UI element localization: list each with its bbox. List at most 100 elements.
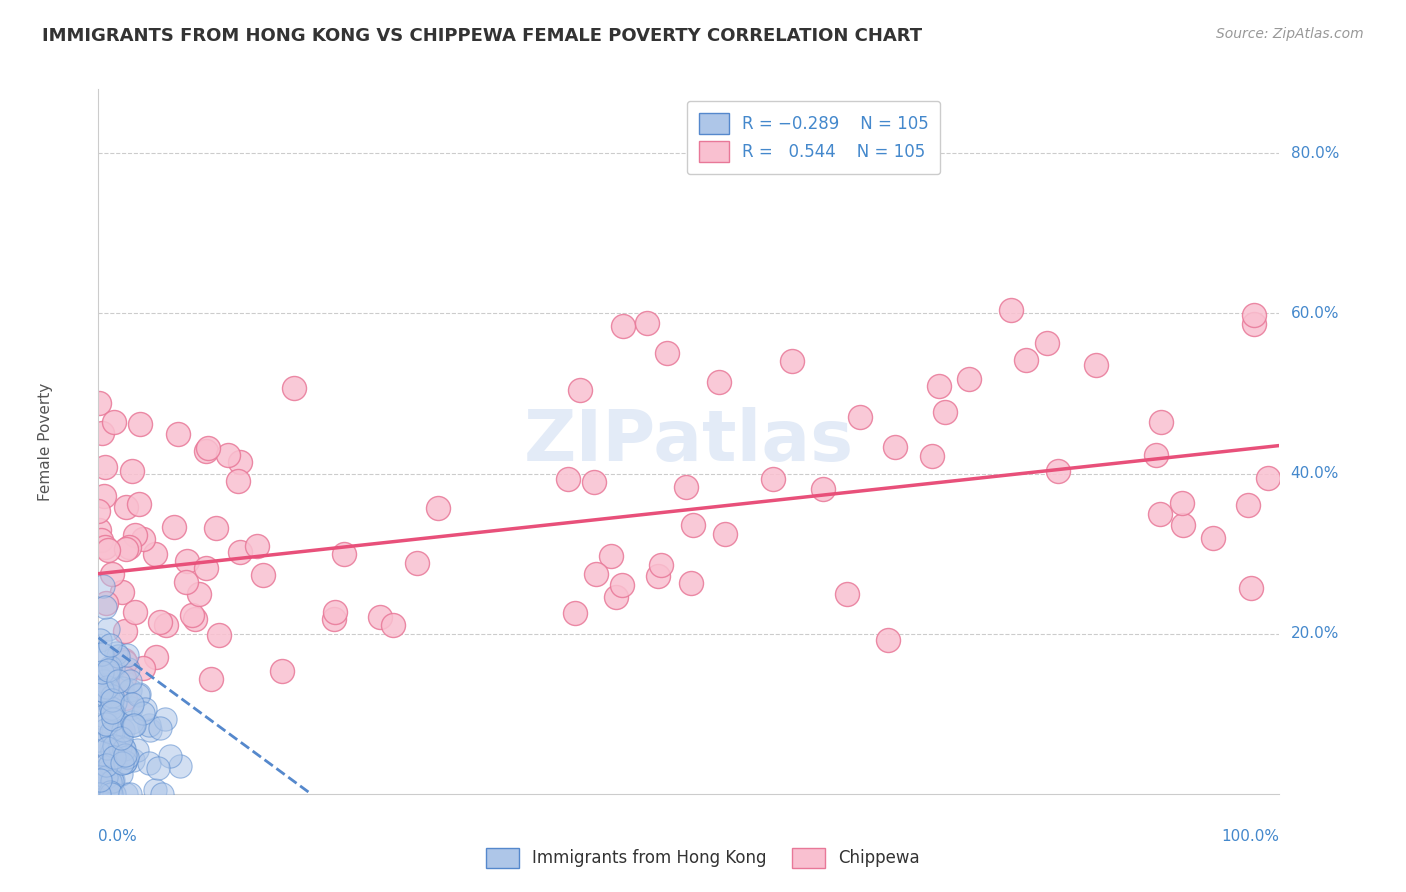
Point: [93, 489, 115, 503]
Point: [93, 708, 115, 723]
Point: [928, 378, 950, 392]
Point: [90, 647, 112, 661]
Point: [957, 372, 980, 386]
Point: [90, 425, 112, 440]
Point: [101, 705, 124, 719]
Point: [1149, 508, 1171, 522]
Point: [149, 615, 172, 630]
Point: [127, 688, 149, 702]
Point: [97, 622, 120, 636]
Point: [138, 718, 160, 732]
Point: [811, 483, 834, 497]
Point: [117, 662, 139, 676]
Point: [129, 417, 152, 431]
Point: [96, 681, 118, 695]
Point: [762, 472, 785, 486]
Point: [101, 712, 124, 726]
Point: [89, 523, 111, 537]
Point: [107, 649, 129, 664]
Point: [143, 782, 166, 797]
Point: [111, 739, 134, 754]
Point: [89, 694, 111, 708]
Point: [217, 448, 239, 462]
Point: [1243, 317, 1265, 331]
Point: [112, 671, 135, 685]
Point: [681, 576, 703, 591]
Point: [1237, 498, 1260, 512]
Text: Female Poverty: Female Poverty: [38, 383, 53, 500]
Point: [100, 693, 122, 707]
Point: [101, 774, 124, 789]
Point: [1144, 448, 1167, 462]
Text: 100.0%: 100.0%: [1222, 830, 1279, 844]
Point: [181, 607, 204, 622]
Point: [93, 674, 115, 689]
Point: [87, 780, 110, 794]
Point: [118, 540, 141, 554]
Point: [91, 682, 114, 697]
Point: [94, 596, 117, 610]
Point: [229, 455, 252, 469]
Point: [89, 690, 111, 704]
Point: [636, 316, 658, 330]
Point: [155, 617, 177, 632]
Point: [101, 773, 124, 788]
Point: [568, 383, 591, 397]
Point: [115, 749, 138, 764]
Point: [97, 663, 120, 677]
Point: [91, 737, 114, 751]
Point: [98, 775, 121, 789]
Point: [1240, 581, 1263, 595]
Text: 60.0%: 60.0%: [1291, 306, 1339, 321]
Point: [114, 755, 136, 769]
Point: [612, 318, 634, 333]
Point: [921, 449, 943, 463]
Point: [98, 756, 121, 771]
Point: [557, 472, 579, 486]
Point: [98, 785, 121, 799]
Point: [114, 787, 136, 801]
Point: [107, 674, 129, 689]
Point: [114, 747, 136, 762]
Point: [132, 660, 155, 674]
Point: [934, 405, 956, 419]
Point: [176, 554, 198, 568]
Point: [1173, 517, 1195, 532]
Point: [89, 773, 111, 788]
Point: [564, 606, 586, 620]
Text: 20.0%: 20.0%: [1291, 626, 1339, 641]
Point: [200, 672, 222, 686]
Point: [848, 410, 870, 425]
Point: [89, 670, 111, 684]
Point: [246, 539, 269, 553]
Point: [323, 612, 346, 626]
Point: [94, 757, 117, 772]
Point: [1047, 464, 1070, 478]
Point: [112, 652, 135, 666]
Point: [333, 547, 356, 561]
Point: [118, 683, 141, 698]
Point: [97, 772, 120, 787]
Point: [208, 628, 231, 642]
Point: [406, 556, 429, 570]
Point: [98, 638, 121, 652]
Point: [100, 689, 122, 703]
Legend: Immigrants from Hong Kong, Chippewa: Immigrants from Hong Kong, Chippewa: [479, 841, 927, 875]
Point: [105, 646, 128, 660]
Point: [610, 578, 633, 592]
Point: [121, 714, 143, 729]
Point: [188, 587, 211, 601]
Point: [111, 723, 134, 738]
Point: [111, 681, 134, 696]
Point: [427, 501, 450, 516]
Point: [89, 633, 111, 648]
Text: 40.0%: 40.0%: [1291, 467, 1339, 481]
Point: [114, 655, 136, 669]
Point: [121, 717, 143, 731]
Point: [90, 756, 112, 770]
Point: [150, 787, 173, 801]
Point: [115, 541, 138, 556]
Point: [104, 695, 127, 709]
Point: [120, 701, 142, 715]
Point: [707, 375, 730, 389]
